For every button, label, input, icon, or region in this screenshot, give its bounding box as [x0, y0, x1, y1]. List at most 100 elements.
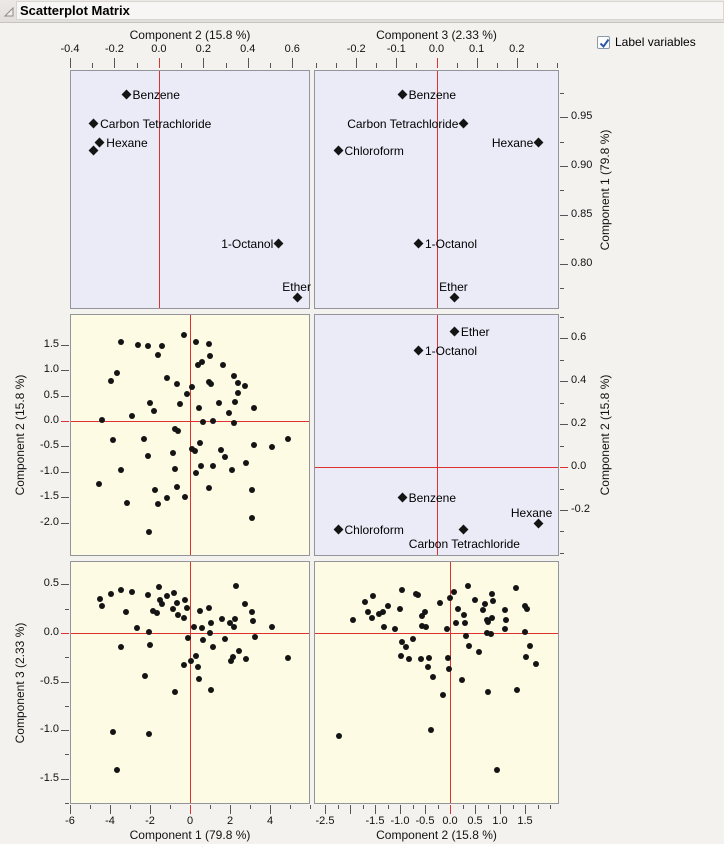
axis-tick	[362, 805, 364, 809]
dot-marker	[513, 585, 520, 592]
dot-marker	[418, 656, 425, 663]
axis-title: Component 3 (2.33 %)	[13, 622, 27, 743]
dot-marker	[488, 590, 495, 597]
x-reference-line	[190, 562, 191, 803]
dot-marker	[210, 462, 217, 469]
dot-marker	[482, 601, 489, 608]
axis-tick-label: 0.1	[469, 43, 485, 55]
dot-marker	[451, 588, 458, 595]
dot-marker	[216, 400, 223, 407]
axis-tick-label: 0.5	[467, 815, 483, 827]
dot-marker	[424, 664, 431, 671]
point-label: Hexane	[491, 135, 534, 150]
dot-marker	[479, 607, 486, 614]
axis-tick	[560, 488, 564, 490]
dot-marker	[170, 450, 177, 457]
axis-tick	[376, 63, 378, 68]
panel-scores-pc1-pc2[interactable]	[70, 314, 310, 556]
axis-tick	[61, 420, 69, 422]
axis-tick	[525, 805, 526, 814]
dot-marker	[409, 636, 416, 643]
dot-marker	[174, 427, 181, 434]
axis-tick	[476, 58, 478, 68]
axis-tick-label: -2.0	[40, 515, 59, 528]
dot-marker	[188, 658, 195, 665]
axis-tick-label: 0.4	[571, 374, 587, 387]
dot-marker	[369, 592, 376, 599]
axis-tick-label: 1.0	[492, 815, 508, 827]
dot-marker	[483, 630, 490, 637]
panel-loadings-pc3-pc2[interactable]: Ether 1-Octanol Benzene Hexane Carbon Tetrac…	[314, 314, 559, 556]
dot-marker	[422, 623, 429, 630]
point-label: Benzene	[408, 88, 456, 103]
dot-marker	[207, 352, 214, 359]
axis-tick	[516, 58, 518, 68]
diamond-marker	[333, 145, 343, 156]
axis-tick	[65, 705, 69, 707]
axis-tick	[550, 805, 551, 809]
dot-marker	[336, 732, 343, 739]
dot-marker	[145, 529, 152, 536]
dot-marker	[385, 603, 392, 610]
axis-tick-label: 1.5	[517, 815, 533, 827]
panel-loadings-pc3-pc1[interactable]: Benzene Carbon Tetrachloride Hexane Chlorof…	[314, 70, 559, 309]
dot-marker	[199, 358, 206, 365]
axis-tick-label: -0.2	[104, 43, 124, 55]
dot-marker	[232, 583, 239, 590]
dot-marker	[231, 372, 238, 379]
axis-tick	[65, 803, 69, 805]
axis-tick	[560, 510, 568, 511]
dot-marker	[485, 689, 492, 696]
dot-marker	[222, 636, 229, 643]
axis-tick	[560, 190, 564, 192]
axis-title: Component 2 (15.8 %)	[376, 828, 497, 842]
axis-tick-label: 0.6	[284, 43, 300, 55]
dot-marker	[284, 435, 291, 442]
dot-marker	[134, 624, 141, 631]
axis-tick	[61, 730, 69, 732]
axis-tick	[560, 424, 568, 426]
dot-marker	[151, 487, 158, 494]
dot-marker	[173, 600, 180, 607]
axis-tick	[560, 552, 564, 554]
x-reference-line	[436, 315, 438, 555]
dot-marker	[226, 409, 233, 416]
dot-marker	[364, 609, 371, 616]
axis-tick-label: 0.4	[240, 43, 256, 55]
dot-marker	[526, 642, 533, 649]
disclosure-triangle-icon[interactable]	[3, 5, 15, 17]
axis-title: Component 2 (15.8 %)	[13, 374, 27, 496]
axis-tick	[61, 522, 69, 524]
dot-marker	[184, 605, 191, 612]
panel-loadings-pc2-pc1[interactable]: Benzene Carbon Tetrachloride Hexane 1-Octan…	[70, 70, 311, 309]
dot-marker	[485, 618, 492, 625]
point-label: Benzene	[132, 88, 180, 103]
dot-marker	[503, 616, 510, 623]
label-variables-control[interactable]: Label variables	[597, 35, 696, 49]
axis-tick-label: 0.0	[428, 43, 445, 55]
dot-marker	[153, 610, 160, 617]
axis-tick	[450, 805, 451, 814]
dot-marker	[446, 666, 453, 672]
point-label: Hexane	[510, 505, 553, 520]
axis-tick-label: 4	[266, 815, 274, 827]
dot-marker	[199, 624, 206, 631]
panel-scores-pc2-pc3[interactable]	[314, 561, 559, 804]
axis-tick	[387, 805, 389, 809]
axis-tick-label: -0.4	[60, 43, 80, 55]
axis-tick	[336, 63, 338, 68]
diamond-marker	[458, 118, 469, 129]
panel-scores-pc1-pc3[interactable]	[70, 561, 310, 804]
dot-marker	[447, 594, 454, 601]
dot-marker	[174, 380, 181, 387]
dot-marker	[241, 601, 248, 608]
dot-marker	[398, 586, 405, 593]
dot-marker	[96, 480, 103, 487]
dot-marker	[418, 612, 425, 619]
dot-marker	[440, 692, 447, 699]
dot-marker	[379, 609, 386, 616]
label-variables-checkbox[interactable]	[597, 35, 610, 49]
axis-tick	[90, 805, 91, 809]
axis-tick	[61, 681, 69, 683]
